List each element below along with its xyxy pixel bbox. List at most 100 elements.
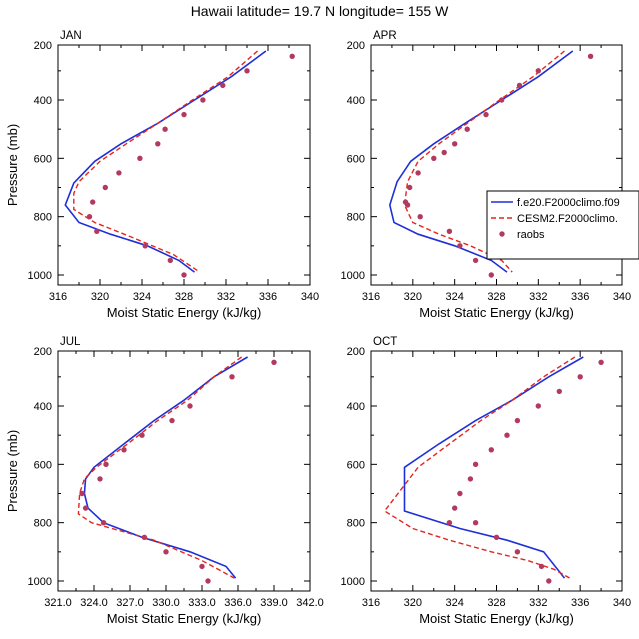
raobs-point (535, 403, 541, 409)
raobs-point (472, 257, 479, 264)
x-tick-label: 333.0 (188, 597, 216, 609)
x-tick-label: 336 (571, 291, 589, 303)
y-tick-label: 1000 (28, 576, 52, 588)
series-line-f-e20 (83, 356, 249, 579)
x-tick-label: 316 (49, 291, 67, 303)
raobs-point (464, 126, 470, 132)
panel-title: JAN (60, 30, 82, 42)
x-tick-label: 332 (217, 291, 235, 303)
y-tick-label: 600 (34, 459, 52, 471)
raobs-point (446, 520, 453, 526)
raobs-point (271, 359, 277, 365)
y-axis-label: Pressure (mb) (5, 124, 20, 206)
x-tick-label: 316 (362, 597, 380, 609)
raobs-point (577, 374, 583, 380)
y-axis-label: Pressure (mb) (5, 430, 20, 512)
raobs-point (229, 374, 235, 380)
raobs-point (181, 272, 187, 278)
raobs-point (162, 126, 168, 132)
raobs-point (499, 97, 505, 103)
raobs-point (205, 578, 211, 584)
raobs-point (97, 476, 103, 482)
raobs-point (516, 82, 523, 89)
raobs-point (116, 170, 122, 176)
raobs-point (163, 549, 169, 555)
panel-apr: APR 316 320 324 328 332 336 340 200 400 600 800 1000… (341, 30, 639, 320)
raobs-point (103, 461, 109, 467)
raobs-point (446, 228, 453, 234)
raobs-point (535, 68, 541, 74)
x-axis-label: Moist Static Energy (kJ/kg) (419, 305, 574, 320)
x-tick-label: 332 (529, 291, 547, 303)
raobs-point (504, 432, 510, 438)
legend-box (486, 190, 639, 260)
raobs-point (415, 170, 421, 176)
x-tick-label: 324.0 (80, 597, 108, 609)
raobs-point (417, 214, 423, 220)
legend-swatch-raobs (499, 231, 505, 237)
legend-entry: raobs (517, 229, 545, 241)
x-tick-label: 336 (259, 291, 277, 303)
raobs-point (141, 534, 148, 540)
raobs-point (169, 417, 175, 424)
x-tick-label: 340 (613, 597, 631, 609)
raobs-point (137, 155, 143, 161)
x-tick-label: 328 (175, 291, 193, 303)
raobs-point (598, 359, 604, 365)
raobs-point (82, 505, 89, 511)
raobs-point (200, 97, 206, 103)
raobs-point (94, 228, 100, 234)
raobs-point (514, 549, 521, 555)
raobs-point (244, 68, 250, 74)
y-tick-label: 600 (347, 153, 365, 165)
raobs-point (139, 432, 145, 438)
raobs-point (587, 53, 594, 59)
panel-jan: JAN 316 320 324 328 332 336 340 200 400 600 800 1000… (5, 30, 319, 320)
raobs-point (187, 403, 193, 409)
raobs-point (514, 417, 521, 424)
x-tick-label: 320 (404, 291, 422, 303)
raobs-point (102, 184, 109, 191)
raobs-point (441, 149, 447, 156)
series-line-cesm2 (77, 356, 243, 579)
series-line-f-e20 (403, 356, 584, 579)
y-tick-label: 600 (34, 153, 52, 165)
x-tick-label: 328 (487, 291, 505, 303)
x-axis-label: Moist Static Energy (kJ/kg) (419, 611, 574, 626)
y-tick-label: 200 (34, 346, 52, 358)
raobs-point (199, 563, 205, 570)
y-tick-label: 200 (34, 40, 52, 52)
x-tick-label: 320 (404, 597, 422, 609)
y-tick-label: 800 (347, 518, 365, 530)
raobs-point (404, 202, 411, 208)
y-tick-label: 600 (347, 459, 365, 471)
raobs-point (488, 447, 494, 453)
x-tick-label: 328 (487, 597, 505, 609)
raobs-point (493, 534, 500, 540)
series-line-cesm2 (73, 50, 258, 273)
panel-jul: JUL 321.0 324.0 327.0 330.0 333.0 336.0 339.0 34… (5, 336, 324, 626)
legend-entry: f.e20.F2000climo.f09 (517, 197, 620, 209)
y-tick-label: 400 (347, 95, 365, 107)
raobs-point (431, 155, 437, 161)
y-tick-label: 1000 (28, 270, 52, 282)
x-tick-label: 324 (445, 291, 463, 303)
y-tick-label: 400 (34, 401, 52, 413)
x-tick-label: 336.0 (224, 597, 252, 609)
raobs-point (86, 214, 93, 220)
y-tick-label: 800 (34, 518, 52, 530)
x-tick-label: 330.0 (152, 597, 180, 609)
y-tick-label: 200 (347, 40, 365, 52)
x-tick-label: 321.0 (44, 597, 72, 609)
raobs-point (155, 141, 161, 147)
y-tick-label: 400 (34, 95, 52, 107)
x-tick-label: 316 (362, 291, 380, 303)
panels: JAN 316 320 324 328 332 336 340 200 400 600 800 1000… (5, 30, 639, 626)
y-tick-label: 1000 (341, 270, 365, 282)
x-tick-label: 340 (301, 291, 319, 303)
series-line-f-e20 (64, 50, 267, 273)
x-tick-label: 342.0 (296, 597, 324, 609)
x-tick-label: 320 (91, 291, 109, 303)
raobs-point (90, 199, 96, 205)
raobs-point (457, 243, 463, 249)
